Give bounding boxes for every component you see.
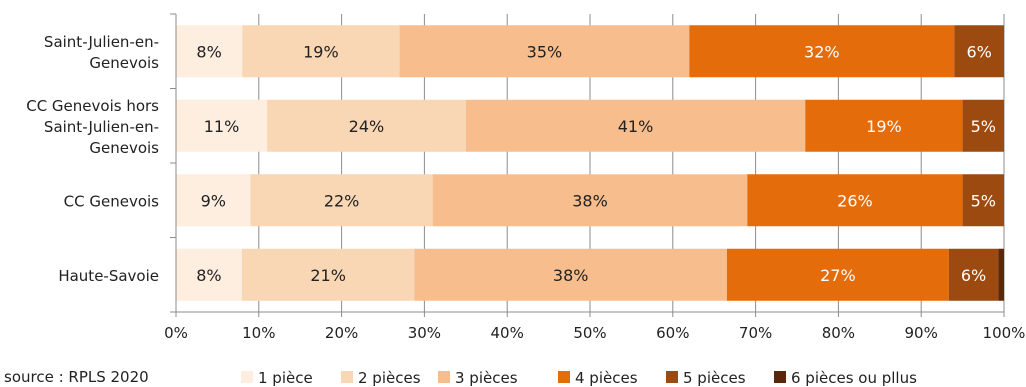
data-label: 38% [572, 191, 608, 210]
bar-segment [948, 248, 999, 301]
legend-label: 2 pièces [358, 369, 421, 387]
bar-segment [414, 248, 727, 301]
data-label: 19% [866, 117, 902, 136]
category-label: Haute-Savoie [58, 267, 159, 285]
data-label: 6% [961, 266, 986, 285]
legend-swatch [558, 371, 570, 383]
data-label: 8% [196, 42, 221, 61]
data-label: 8% [196, 266, 221, 285]
data-label: 27% [820, 266, 856, 285]
x-tick-label: 50% [573, 324, 606, 342]
bar-segment [176, 99, 268, 152]
bar-segment [242, 25, 400, 78]
bar-segment [726, 248, 949, 301]
data-label: 21% [310, 266, 346, 285]
x-tick-label: 70% [739, 324, 772, 342]
data-label: 26% [837, 191, 873, 210]
data-label: 19% [303, 42, 339, 61]
legend-swatch [241, 371, 253, 383]
bar-segment [998, 248, 1004, 301]
bar-segment [465, 99, 806, 152]
x-tick-label: 80% [822, 324, 855, 342]
data-label: 11% [204, 117, 240, 136]
bar-segment [747, 174, 963, 227]
legend-swatch [341, 371, 353, 383]
category-label: Saint-Julien-en- [44, 33, 159, 51]
data-label: 24% [349, 117, 385, 136]
legend-swatch [774, 371, 786, 383]
bar-segment [267, 99, 466, 152]
legend-label: 1 pièce [258, 369, 313, 387]
bar-segment [176, 174, 251, 227]
data-label: 38% [553, 266, 589, 285]
legend-label: 3 pièces [455, 369, 518, 387]
x-tick-label: 10% [242, 324, 275, 342]
x-tick-label: 30% [408, 324, 441, 342]
bar-segment [250, 174, 433, 227]
category-label: Genevois [89, 139, 159, 157]
bar-segment [962, 174, 1004, 227]
x-tick-label: 90% [905, 324, 938, 342]
data-label: 35% [527, 42, 563, 61]
data-label: 6% [966, 42, 991, 61]
data-label: 9% [201, 191, 226, 210]
category-label: Genevois [89, 54, 159, 72]
data-label: 22% [324, 191, 360, 210]
bar-segment [805, 99, 963, 152]
data-label: 32% [804, 42, 840, 61]
category-label: Saint-Julien-en- [44, 118, 159, 136]
legend-swatch [666, 371, 678, 383]
bar-segment [399, 25, 690, 78]
bar-segment [176, 248, 242, 301]
x-tick-label: 60% [656, 324, 689, 342]
legend-label: 6 pièces ou pllus [791, 369, 917, 387]
bars-layer: 8% 19% 35% 32% 6% 11% 24% 41% 19% 5% 9% 22% 38% 26% 5%… [176, 25, 1004, 301]
category-labels: Saint-Julien-en- Genevois CC Genevois hors… [26, 33, 159, 285]
bar-segment [689, 25, 955, 78]
x-tick-label: 100% [983, 324, 1026, 342]
legend-label: 5 pièces [683, 369, 746, 387]
x-tick-label: 20% [325, 324, 358, 342]
data-label: 5% [971, 191, 996, 210]
bar-segment [962, 99, 1004, 152]
axis-layer: 0% 10% 20% 30% 40% 50% 60% 70% 80% 90% 100% [164, 13, 1026, 342]
category-label: CC Genevois hors [26, 97, 159, 115]
source-note: source : RPLS 2020 [4, 368, 149, 386]
bar-segment [432, 174, 748, 227]
data-label: 41% [618, 117, 654, 136]
bar-segment [954, 25, 1004, 78]
legend-label: 4 pièces [575, 369, 638, 387]
legend-swatch [438, 371, 450, 383]
legend: 1 pièce 2 pièces 3 pièces 4 pièces 5 pièces 6… [241, 369, 917, 387]
bar-segment [241, 248, 415, 301]
x-tick-label: 40% [491, 324, 524, 342]
category-label: CC Genevois [64, 192, 160, 210]
bar-segment [176, 25, 243, 78]
data-label: 5% [971, 117, 996, 136]
x-tick-label: 0% [164, 324, 188, 342]
